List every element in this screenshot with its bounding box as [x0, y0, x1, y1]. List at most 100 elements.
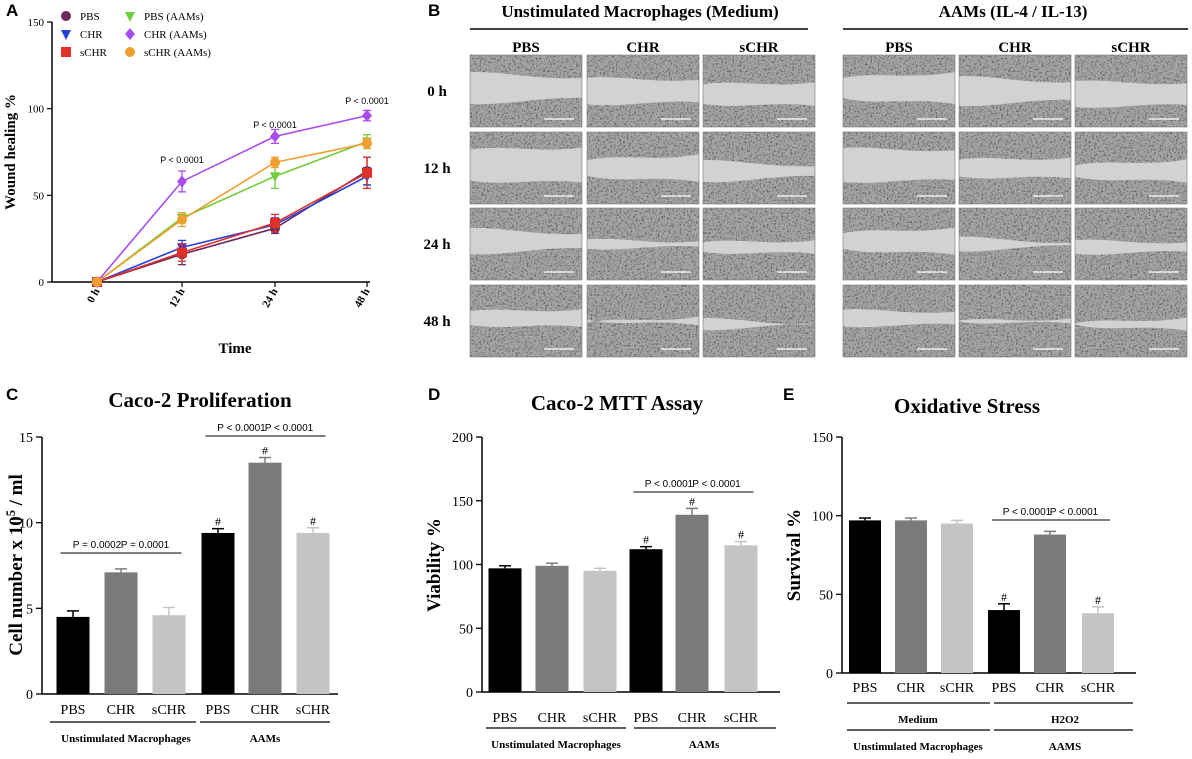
legend-label: sCHR (AAMs)	[144, 47, 211, 59]
category-label: PBS	[992, 681, 1017, 696]
wound-gap	[703, 160, 815, 183]
image-border	[958, 54, 1072, 128]
microscopy-image	[702, 54, 816, 128]
y-tick-label: 200	[452, 431, 473, 446]
wound-gap	[470, 147, 582, 183]
significance-marker: #	[310, 514, 316, 528]
p-value-annotation: P < 0.0001	[253, 120, 297, 130]
data-point	[362, 138, 372, 149]
image-border	[958, 284, 1072, 358]
data-point	[362, 109, 372, 122]
wound-gap	[959, 236, 1071, 252]
category-label: sCHR	[940, 681, 975, 696]
image-border	[958, 131, 1072, 205]
image-border	[586, 131, 700, 205]
wound-gap	[843, 227, 955, 255]
y-tick-label: 0	[26, 688, 33, 703]
group-label: AAMs	[250, 733, 281, 745]
bar	[296, 532, 330, 694]
significance-marker: #	[1001, 590, 1007, 604]
image-border	[842, 207, 956, 281]
series-line	[96, 175, 368, 283]
comparison-p-value: P < 0.0001	[265, 423, 314, 434]
significance-marker: #	[689, 494, 695, 508]
category-label: sCHR	[583, 711, 618, 726]
microscopy-left-title: Unstimulated Macrophages (Medium)	[501, 2, 778, 21]
wound-gap	[587, 154, 699, 182]
y-axis-label: Cell number x 105 / ml	[4, 474, 27, 656]
wound-gap	[1075, 80, 1187, 108]
category-label: sCHR	[724, 711, 759, 726]
microscopy-image	[1074, 54, 1188, 128]
image-border	[842, 54, 956, 128]
bar	[583, 570, 617, 692]
bar	[988, 610, 1020, 673]
column-label: sCHR	[1111, 40, 1150, 56]
legend-label: PBS (AAMs)	[144, 11, 204, 23]
wound-gap	[470, 71, 582, 105]
microscopy-image	[586, 207, 700, 281]
panel-d-mtt-chart: Caco-2 MTT Assay Viability % 0 50 100 150 200 P…	[424, 391, 780, 751]
category-label: CHR	[107, 703, 136, 718]
y-tick-label: 100	[812, 510, 833, 525]
bar	[1082, 613, 1114, 673]
legend-label: CHR (AAMs)	[144, 29, 207, 41]
data-point	[270, 172, 280, 183]
column-label: CHR	[626, 40, 660, 56]
series-line	[96, 140, 368, 283]
y-tick-label: 50	[459, 622, 473, 637]
comparison-p-value: P < 0.0001	[217, 423, 266, 434]
wound-gap	[703, 240, 815, 254]
wound-gap	[959, 157, 1071, 179]
panel-b-microscopy-grid: Unstimulated Macrophages (Medium) AAMs (…	[423, 2, 1188, 358]
wound-gap	[470, 227, 582, 255]
image-border	[1074, 131, 1188, 205]
y-tick-label: 50	[819, 588, 833, 603]
data-point	[362, 167, 372, 178]
microscopy-image	[958, 54, 1072, 128]
microscopy-image	[958, 131, 1072, 205]
series-line	[96, 142, 368, 283]
group-label: Unstimulated Macrophages	[491, 739, 621, 751]
y-axis-label: Viability %	[424, 518, 445, 612]
y-tick-label: 100	[452, 559, 473, 574]
legend-marker	[125, 12, 135, 22]
category-label: PBS	[493, 711, 518, 726]
y-axis-label: Wound healing %	[3, 94, 19, 210]
y-tick-label: 5	[26, 602, 33, 617]
image-border	[1074, 284, 1188, 358]
panel-letter-c: C	[6, 385, 18, 404]
category-label: CHR	[897, 681, 926, 696]
image-border	[702, 131, 816, 205]
microscopy-image	[842, 284, 956, 358]
y-tick-label: 10	[19, 517, 33, 532]
row-label: 24 h	[423, 237, 451, 253]
column-label: PBS	[512, 40, 540, 56]
panel-e-oxidative-chart: Oxidative Stress Survival % 0 50 100 150 PBS CH…	[784, 394, 1136, 753]
y-axis-label-superscript: 5	[4, 510, 18, 516]
data-point	[177, 175, 187, 188]
panel-a-wound-healing-chart: 0 50 100 150 0 h 12 h 24 h 48 h Time Wound healin…	[3, 11, 389, 357]
category-label: sCHR	[1081, 681, 1116, 696]
microscopy-image	[842, 54, 956, 128]
comparison-p-value: P = 0.0002	[73, 540, 122, 551]
microscopy-image	[702, 207, 816, 281]
wound-gap	[1075, 317, 1187, 331]
wound-gap	[843, 147, 955, 183]
comparison-p-value: P = 0.0001	[121, 540, 170, 551]
x-tick-label: 48 h	[352, 287, 372, 310]
image-border	[702, 207, 816, 281]
microscopy-image	[842, 207, 956, 281]
legend-marker	[61, 11, 71, 21]
microscopy-image	[1074, 284, 1188, 358]
bar	[56, 616, 90, 694]
image-border	[586, 54, 700, 128]
chart-title: Caco-2 MTT Assay	[531, 391, 704, 415]
comparison-p-value: P < 0.0001	[692, 479, 741, 490]
bar	[675, 514, 709, 692]
significance-marker: #	[738, 528, 744, 542]
image-border	[469, 207, 583, 281]
data-point	[270, 130, 280, 143]
bar	[1034, 534, 1066, 673]
x-tick-label: 0 h	[85, 287, 103, 305]
